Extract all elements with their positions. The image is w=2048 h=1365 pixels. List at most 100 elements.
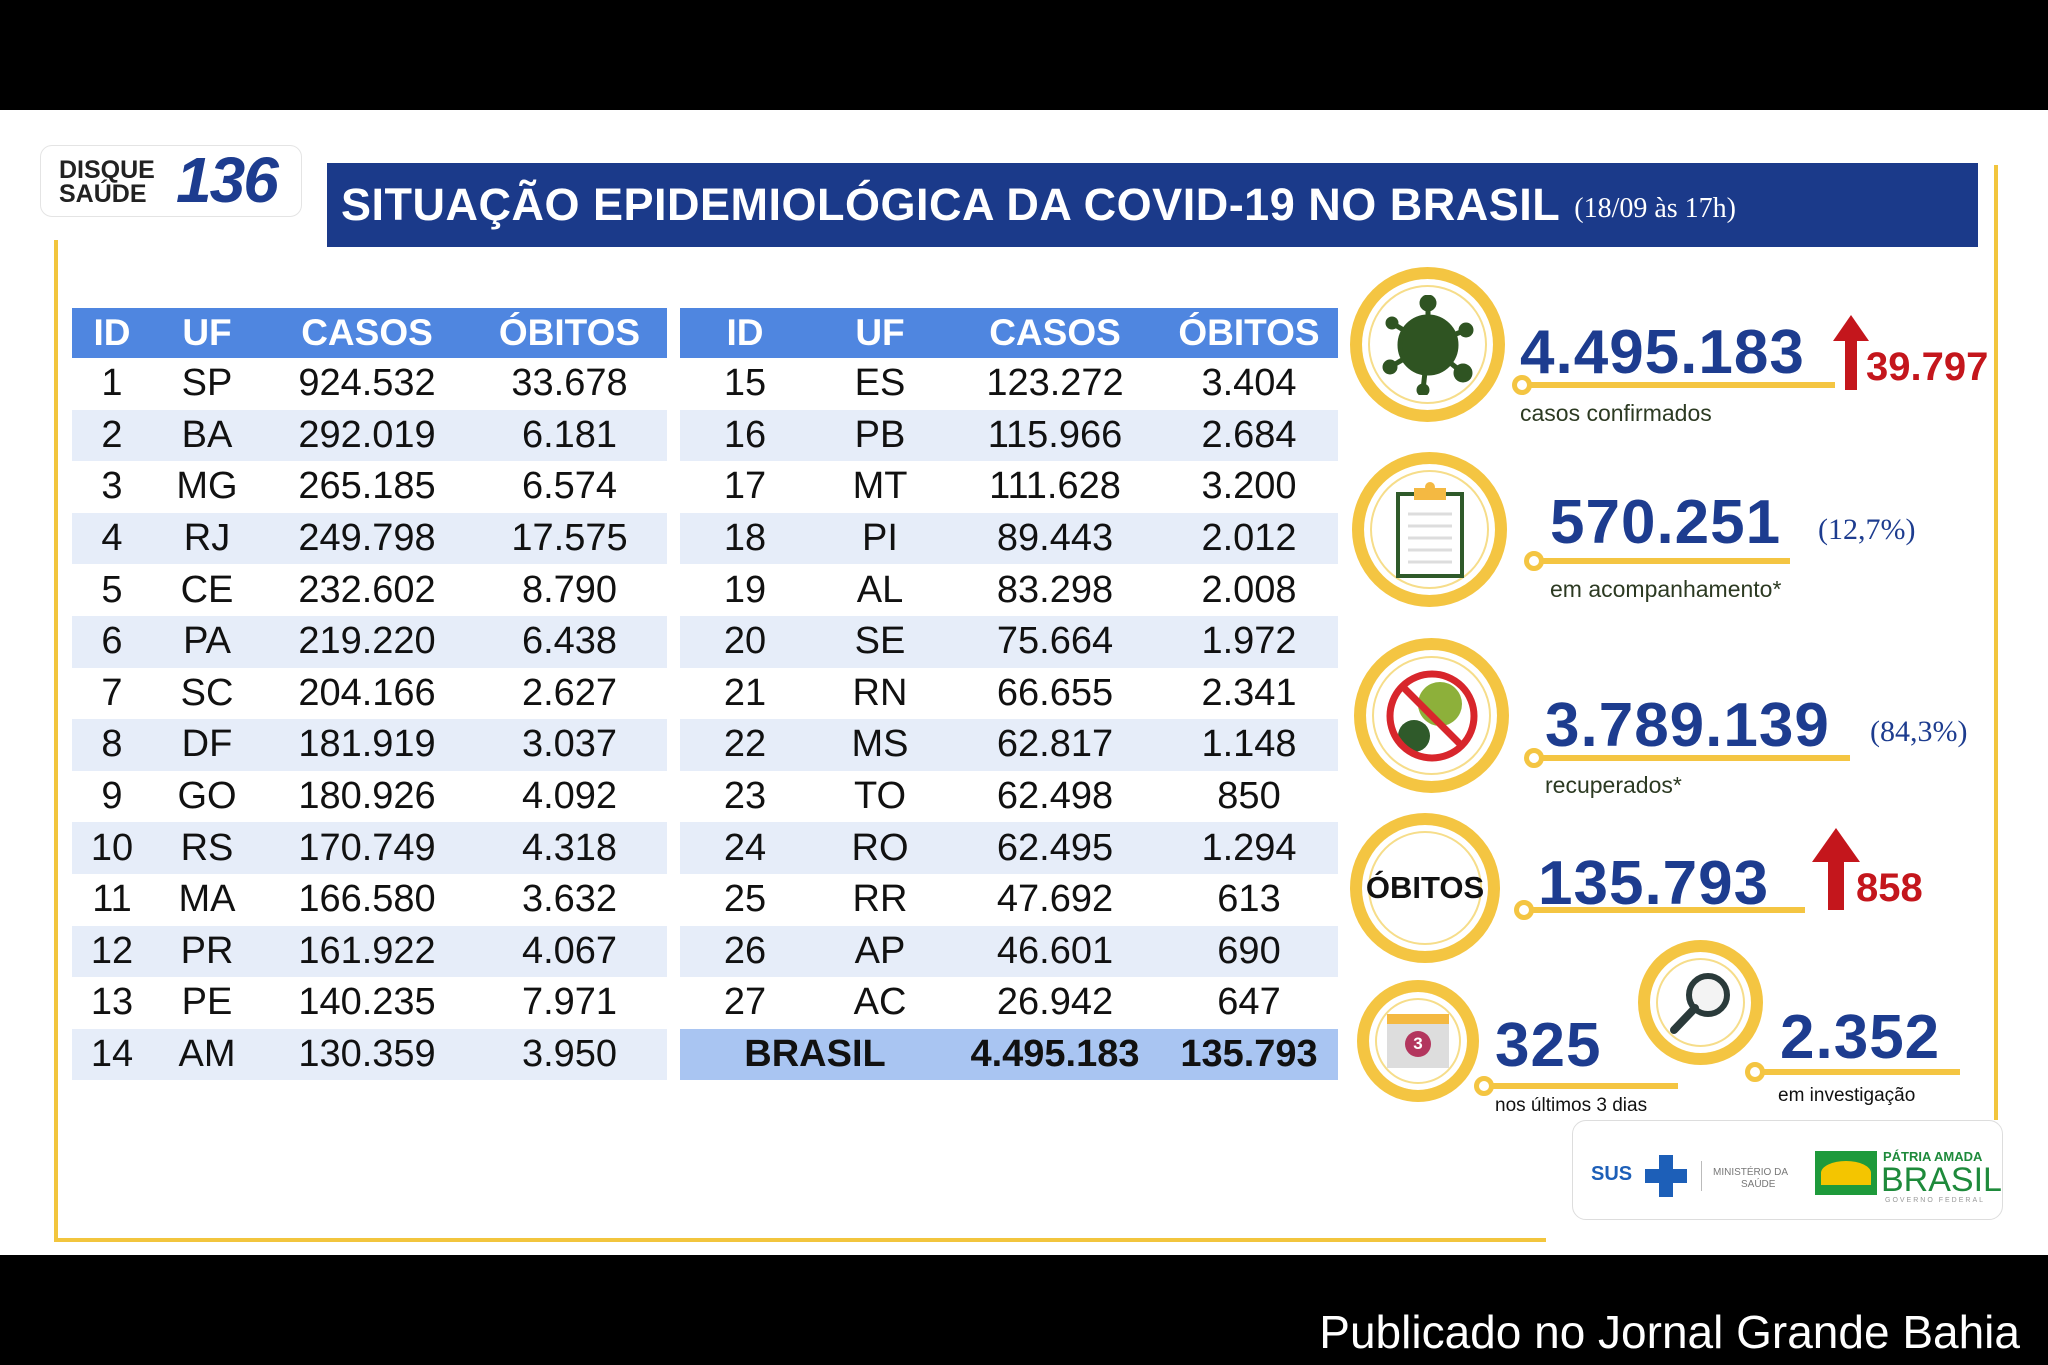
total-label: BRASIL: [680, 1028, 950, 1081]
disque-text: DISQUE: [59, 156, 155, 184]
table-cell: 4.318: [472, 822, 667, 874]
table-cell: 3.950: [472, 1028, 667, 1081]
table-cell: 166.580: [298, 878, 436, 921]
table-cell: 130.359: [262, 1028, 472, 1081]
table-cell: 14: [72, 1028, 152, 1081]
table-cell: 10: [72, 822, 152, 874]
table-cell: AM: [152, 1028, 262, 1081]
table-cell: 26: [680, 925, 810, 978]
table-row: 7 SC 204.166 2.627: [72, 668, 667, 720]
table-cell: RN: [852, 671, 908, 714]
confirmed-label: casos confirmados: [1520, 400, 1712, 426]
table-cell: 1.972: [1160, 615, 1338, 668]
sus-logo-text: SUS: [1591, 1163, 1633, 1185]
government-logos: SUS MINISTÉRIO DA SAÚDE PÁTRIA AMADA BRA…: [1572, 1120, 2003, 1220]
table-row: 16 PB 115.966 2.684: [680, 409, 1338, 462]
table-cell: 27: [723, 981, 767, 1024]
ministry-text-2: SAÚDE: [1741, 1179, 1776, 1190]
last3-label: nos últimos 3 dias: [1495, 1095, 1648, 1116]
table-cell: 6.438: [472, 615, 667, 668]
table-row: 25 RR 47.692 613: [680, 874, 1338, 926]
footer-credit: Publicado no Jornal Grande Bahia: [1319, 1306, 2020, 1358]
table-cell: 2.341: [1201, 671, 1297, 714]
underline-dot: [1512, 375, 1532, 395]
table-row: 2 BA 292.019 6.181: [72, 409, 667, 462]
table-row: 1 SP 924.532 33.678: [72, 358, 667, 410]
table-cell: 25: [723, 878, 767, 921]
table-row: 20 SE 75.664 1.972: [680, 615, 1338, 668]
underline: [1540, 755, 1850, 761]
table-cell: RS: [152, 822, 262, 874]
table-row: 11 MA 166.580 3.632: [72, 874, 667, 926]
clipboard-icon: [1352, 452, 1507, 607]
table-cell: 9: [101, 775, 123, 818]
table-cell: 180.926: [298, 775, 436, 818]
frame-line-bottom: [54, 1238, 1546, 1242]
table-cell: 3.632: [521, 878, 618, 921]
table-row: 3 MG 265.185 6.574: [72, 461, 667, 513]
table-cell: 23: [723, 775, 767, 818]
table-row: 12 PR 161.922 4.067: [72, 925, 667, 978]
table-cell: 24: [680, 822, 810, 874]
table-cell: 17: [723, 465, 767, 508]
table-cell: 6: [72, 615, 152, 668]
table-cell: 4.092: [521, 775, 618, 818]
underline-dot: [1474, 1076, 1494, 1096]
table-row: 10 RS 170.749 4.318: [72, 822, 667, 874]
table-cell: 647: [1217, 981, 1281, 1024]
deaths-arrow-shaft: [1828, 860, 1844, 910]
frame-line-right: [1994, 165, 1998, 1120]
table-cell: 2.684: [1160, 409, 1338, 462]
table-cell: 181.919: [262, 719, 472, 771]
investigation-label: em investigação: [1778, 1085, 1916, 1106]
deaths-value: 135.793: [1538, 849, 1770, 918]
calendar-day: 3: [1405, 1031, 1431, 1057]
brazil-flag-icon: [1815, 1151, 1877, 1195]
disque-saude-logo: DISQUE SAÚDE 136: [40, 145, 302, 217]
table-cell: 140.235: [298, 981, 436, 1024]
table-cell: 850: [1217, 775, 1281, 818]
table-cell: 8: [72, 719, 152, 771]
table-cell: RO: [810, 822, 950, 874]
table-cell: 204.166: [298, 671, 436, 714]
column-header: ÓBITOS: [472, 308, 667, 358]
table-header: ID UF CASOS ÓBITOS: [680, 308, 1338, 358]
underline-dot: [1524, 551, 1544, 571]
table-cell: 123.272: [986, 362, 1124, 405]
table-row: 22 MS 62.817 1.148: [680, 719, 1338, 771]
magnifier-icon: [1638, 940, 1763, 1065]
table-row: 14 AM 130.359 3.950: [72, 1028, 667, 1081]
table-cell: SE: [810, 615, 950, 668]
recovered-pct: (84,3%): [1870, 715, 1968, 748]
table-cell: 18: [680, 512, 810, 565]
table-cell: 170.749: [262, 822, 472, 874]
table-cell: AL: [856, 568, 904, 611]
table-cell: 62.495: [950, 822, 1160, 874]
column-header: ID: [72, 308, 152, 358]
table-cell: 6.574: [521, 465, 618, 508]
table-cell: 613: [1217, 878, 1281, 921]
table-cell: RJ: [152, 512, 262, 565]
table-cell: RR: [852, 878, 908, 921]
table-cell: 690: [1160, 925, 1338, 978]
table-cell: SP: [181, 362, 233, 405]
table-cell: 4: [72, 512, 152, 565]
table-row: 27 AC 26.942 647: [680, 977, 1338, 1029]
total-casos: 4.495.183: [950, 1028, 1160, 1081]
table-cell: 924.532: [298, 362, 436, 405]
total-obitos: 135.793: [1160, 1028, 1338, 1081]
ministry-text: MINISTÉRIO DA: [1713, 1167, 1789, 1178]
table-cell: MS: [810, 719, 950, 771]
table-row: 9 GO 180.926 4.092: [72, 771, 667, 823]
column-header: UF: [810, 308, 950, 358]
table-header: ID UF CASOS ÓBITOS: [72, 308, 667, 358]
table-cell: 115.966: [950, 409, 1160, 462]
states-table-left: ID UF CASOS ÓBITOS 1 SP 924.532 33.678 2 BA 292.01…: [72, 308, 667, 1081]
table-cell: SC: [180, 671, 234, 714]
table-cell: AC: [853, 981, 907, 1024]
page-title: SITUAÇÃO EPIDEMIOLÓGICA DA COVID-19 NO B…: [341, 179, 1561, 230]
underline: [1488, 1083, 1678, 1089]
confirmed-value: 4.495.183: [1520, 318, 1805, 387]
table-cell: 20: [680, 615, 810, 668]
table-row: 18 PI 89.443 2.012: [680, 512, 1338, 565]
